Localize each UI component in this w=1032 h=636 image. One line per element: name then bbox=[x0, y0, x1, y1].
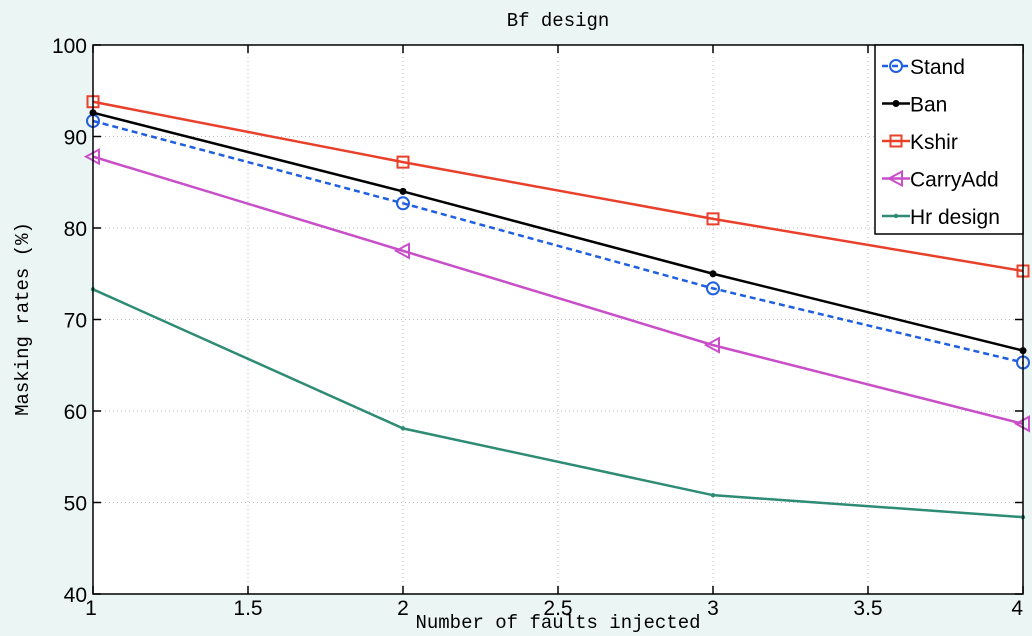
series-hr-design bbox=[90, 287, 1026, 520]
series-line bbox=[92, 100, 1024, 273]
data-point bbox=[703, 336, 720, 354]
x-tick-label: 1 bbox=[85, 597, 97, 620]
series-line bbox=[92, 288, 1024, 519]
legend-entry: CarryAdd bbox=[882, 169, 999, 192]
x-tick-label: 2.5 bbox=[543, 597, 572, 620]
data-point bbox=[710, 492, 716, 498]
legend-entry: Ban bbox=[882, 94, 947, 117]
data-point bbox=[399, 187, 407, 195]
y-tick-label: 80 bbox=[64, 218, 87, 241]
series-layer bbox=[83, 95, 1030, 520]
series-line bbox=[92, 111, 1024, 352]
series-line bbox=[92, 155, 1024, 426]
legend: Stand Ban Kshir CarryAdd Hr design bbox=[874, 44, 1024, 235]
x-tick-label: 4 bbox=[1011, 597, 1023, 620]
legend-label: Hr design bbox=[910, 206, 1000, 229]
x-tick-label: 1.5 bbox=[233, 597, 262, 620]
legend-label: CarryAdd bbox=[910, 169, 999, 192]
data-point bbox=[393, 242, 410, 260]
series-line bbox=[92, 119, 1024, 364]
y-tick-label: 70 bbox=[64, 310, 87, 333]
data-point bbox=[709, 270, 717, 278]
legend-marker bbox=[886, 169, 903, 188]
legend-marker bbox=[892, 100, 900, 107]
chart-title: Bf design bbox=[507, 10, 610, 32]
x-axis-label: Number of faults injected bbox=[415, 612, 700, 634]
legend-box bbox=[874, 44, 1024, 235]
data-point bbox=[396, 155, 410, 169]
data-point bbox=[396, 196, 410, 211]
y-tick-label: 100 bbox=[52, 35, 87, 58]
legend-entry: Kshir bbox=[882, 131, 958, 154]
x-tick-label: 3.5 bbox=[853, 597, 882, 620]
y-tick-label: 60 bbox=[64, 401, 87, 424]
legend-entry: Hr design bbox=[882, 206, 1000, 229]
data-point bbox=[400, 426, 406, 431]
series-ban bbox=[89, 109, 1027, 355]
legend-entry: Stand bbox=[882, 56, 965, 79]
legend-marker bbox=[889, 59, 903, 73]
legend-label: Stand bbox=[910, 56, 965, 79]
axes: 1 1.5 2 2.5 3 3.5 4 40 50 60 70 80 90 100 bbox=[52, 35, 1024, 620]
y-axis-label: Masking rates (%) bbox=[12, 222, 34, 416]
y-tick-label: 40 bbox=[64, 584, 87, 607]
y-tick-label: 90 bbox=[64, 127, 87, 150]
data-point bbox=[706, 281, 720, 296]
legend-label: Kshir bbox=[910, 131, 958, 154]
y-tick-label: 50 bbox=[64, 493, 87, 516]
data-point bbox=[706, 212, 720, 226]
legend-label: Ban bbox=[910, 94, 947, 117]
x-tick-label: 2 bbox=[397, 597, 409, 620]
legend-marker bbox=[893, 213, 899, 219]
legend-marker bbox=[889, 134, 903, 148]
grid bbox=[93, 45, 1023, 594]
x-tick-label: 3 bbox=[707, 597, 719, 620]
